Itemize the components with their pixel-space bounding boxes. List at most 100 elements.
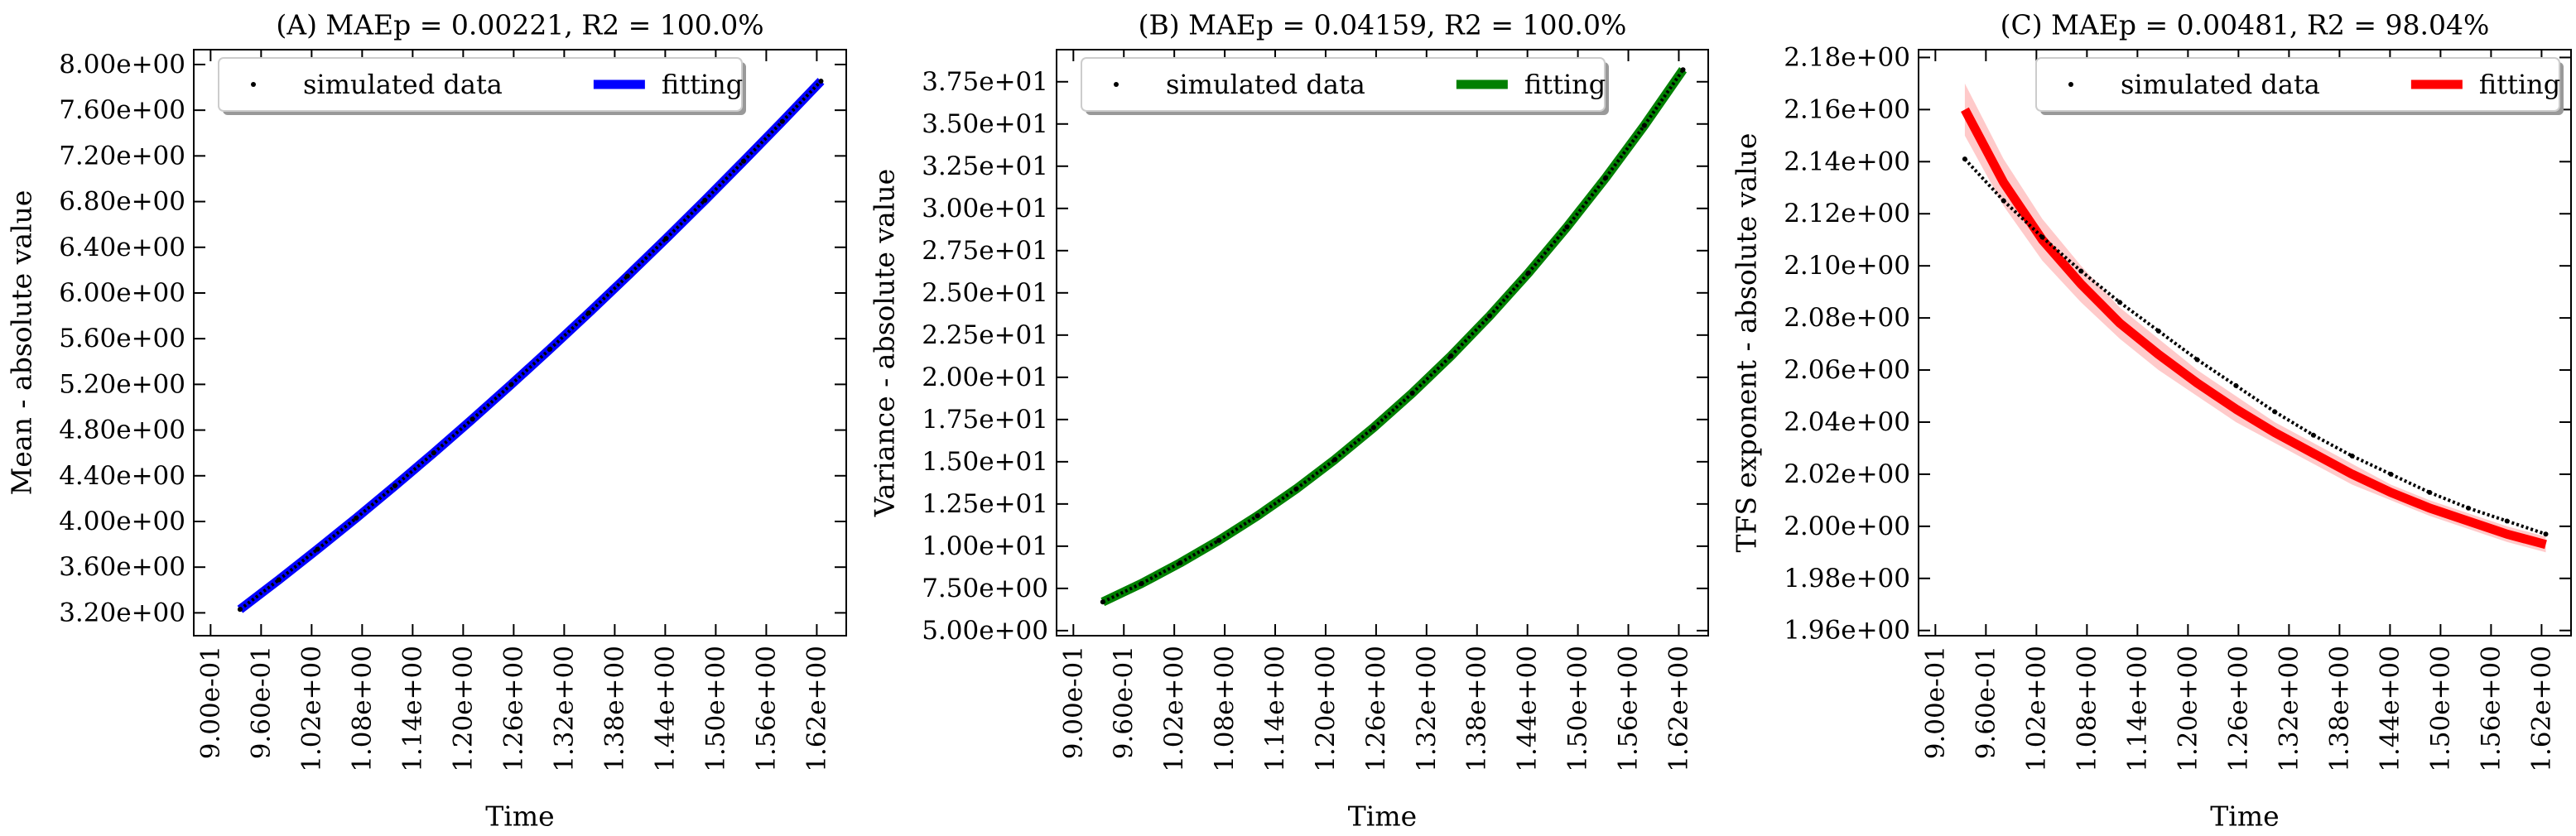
- chart-title: (C) MAEp = 0.00481, R2 = 98.04%: [2001, 9, 2490, 41]
- data-point: [1216, 537, 1221, 543]
- legend-label: simulated data: [2121, 69, 2320, 100]
- confidence-band: [1964, 83, 2546, 553]
- data-point: [585, 310, 591, 316]
- axes-frame: [1918, 49, 2572, 637]
- data-point: [2465, 505, 2471, 511]
- y-axis-label: TFS exponent - absolute value: [1731, 133, 1763, 553]
- y-tick-label: 2.00e+01: [922, 363, 1048, 392]
- y-tick-label: 1.98e+00: [1784, 564, 1910, 593]
- data-point: [2543, 531, 2549, 537]
- legend-label: simulated data: [1166, 69, 1365, 100]
- x-tick-label: 1.08e+00: [2072, 646, 2102, 772]
- data-point: [2272, 409, 2278, 415]
- x-tick-label: 1.50e+00: [2425, 646, 2455, 772]
- x-tick-label: 1.02e+00: [296, 646, 326, 772]
- data-point: [354, 515, 359, 521]
- data-point: [1409, 391, 1415, 396]
- axes-frame: [193, 49, 847, 637]
- y-tick-label: 2.14e+00: [1784, 147, 1910, 176]
- x-tick-label: 1.26e+00: [1361, 646, 1391, 772]
- y-tick-label: 3.00e+01: [922, 194, 1048, 223]
- data-point: [1603, 175, 1609, 180]
- x-tick-label: 1.38e+00: [1462, 646, 1492, 772]
- x-tick-label: 1.32e+00: [1412, 646, 1442, 772]
- data-point: [1525, 270, 1531, 276]
- y-tick-label: 3.20e+00: [59, 598, 185, 627]
- y-tick-label: 3.50e+01: [922, 109, 1048, 139]
- legend-label: fitting: [662, 69, 743, 100]
- y-tick-label: 4.80e+00: [59, 416, 185, 445]
- x-axis-label: Time: [1348, 800, 1417, 833]
- data-point: [2349, 453, 2355, 459]
- y-tick-label: 2.04e+00: [1784, 407, 1910, 437]
- x-tick-label: 1.14e+00: [2122, 646, 2152, 772]
- data-point: [2039, 234, 2045, 240]
- y-tick-label: 6.80e+00: [59, 187, 185, 217]
- fitting-line: [237, 78, 825, 613]
- x-tick-label: 9.60e-01: [246, 646, 276, 759]
- data-point: [1448, 353, 1454, 359]
- data-point: [818, 78, 824, 84]
- data-point: [1564, 224, 1570, 230]
- x-tick-label: 1.50e+00: [1563, 646, 1593, 772]
- data-point: [2388, 471, 2394, 477]
- y-tick-label: 2.12e+00: [1784, 199, 1910, 228]
- y-tick-label: 7.50e+00: [922, 574, 1048, 603]
- x-axis-label: Time: [2210, 800, 2279, 833]
- data-point: [624, 273, 630, 279]
- data-point: [431, 450, 436, 456]
- data-point: [469, 416, 475, 422]
- data-point: [1293, 486, 1299, 492]
- y-tick-label: 2.18e+00: [1784, 42, 1910, 72]
- data-point: [1680, 67, 1686, 73]
- x-tick-label: 9.60e-01: [1109, 646, 1139, 759]
- data-point: [663, 236, 669, 242]
- x-tick-label: 1.56e+00: [1614, 646, 1644, 772]
- y-tick-label: 1.00e+01: [922, 531, 1048, 561]
- data-point: [1139, 580, 1144, 586]
- x-tick-label: 9.60e-01: [1971, 646, 2001, 759]
- data-point: [2155, 328, 2161, 334]
- data-trace: [238, 79, 822, 611]
- data-point: [779, 118, 785, 124]
- x-tick-label: 1.32e+00: [2274, 646, 2304, 772]
- y-tick-label: 4.00e+00: [59, 507, 185, 536]
- y-tick-label: 1.50e+01: [922, 447, 1048, 477]
- y-tick-label: 3.60e+00: [59, 552, 185, 582]
- x-axis-label: Time: [485, 800, 554, 833]
- data-point: [2310, 432, 2316, 438]
- fitting-line: [1100, 67, 1688, 607]
- y-tick-label: 2.06e+00: [1784, 355, 1910, 385]
- x-tick-label: 1.26e+00: [498, 646, 528, 772]
- y-tick-label: 1.96e+00: [1784, 616, 1910, 646]
- data-point: [2427, 489, 2433, 495]
- x-tick-label: 1.02e+00: [2021, 646, 2051, 772]
- x-tick-label: 1.38e+00: [599, 646, 629, 772]
- x-tick-label: 9.00e-01: [195, 646, 225, 759]
- y-tick-label: 3.25e+01: [922, 151, 1048, 181]
- y-tick-label: 2.16e+00: [1784, 94, 1910, 124]
- data-point: [1177, 560, 1183, 566]
- x-tick-label: 1.14e+00: [397, 646, 427, 772]
- legend-label: fitting: [1524, 69, 1606, 100]
- y-axis-label: Mean - absolute value: [6, 190, 38, 496]
- legend-label: simulated data: [303, 69, 503, 100]
- subplot: 9.00e-01 9.60e-01 1.02e+00 1.08e+00 1.14e+00…: [869, 9, 1709, 833]
- data-trace: [1963, 157, 2547, 536]
- data-point: [2194, 357, 2200, 363]
- y-tick-label: 2.00e+00: [1784, 512, 1910, 541]
- x-tick-label: 1.56e+00: [2476, 646, 2506, 772]
- subplot: 9.00e-01 9.60e-01 1.02e+00 1.08e+00 1.14e+00…: [6, 9, 847, 833]
- x-tick-label: 1.02e+00: [1159, 646, 1189, 772]
- x-tick-label: 1.32e+00: [549, 646, 579, 772]
- y-tick-label: 5.00e+00: [922, 616, 1048, 646]
- x-tick-label: 1.14e+00: [1260, 646, 1290, 772]
- y-tick-label: 2.50e+01: [922, 278, 1048, 308]
- legend-label: fitting: [2479, 69, 2560, 100]
- data-point: [702, 198, 708, 204]
- chart-title: (B) MAEp = 0.04159, R2 = 100.0%: [1139, 9, 1627, 41]
- data-point: [1254, 513, 1260, 519]
- y-tick-label: 2.75e+01: [922, 236, 1048, 266]
- data-point: [392, 483, 398, 488]
